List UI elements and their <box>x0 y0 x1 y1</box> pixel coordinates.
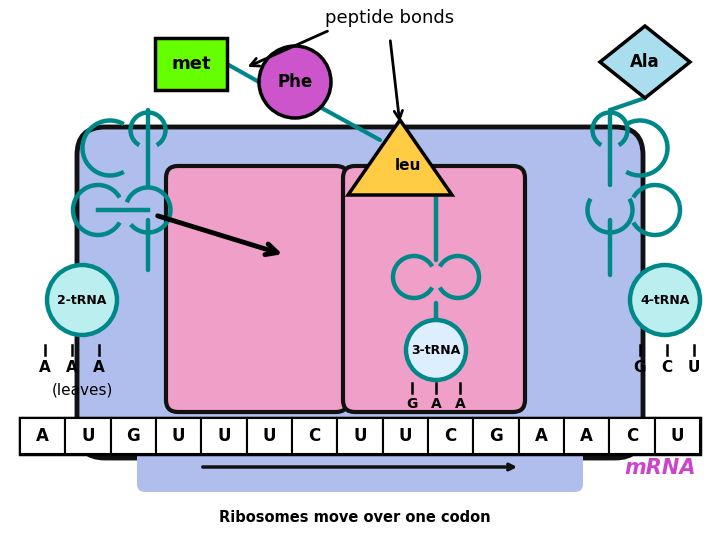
Bar <box>155 38 227 90</box>
Text: A: A <box>454 397 465 411</box>
Text: peptide bonds: peptide bonds <box>325 9 454 27</box>
Text: Ala: Ala <box>630 53 660 71</box>
Text: C: C <box>662 360 672 375</box>
Text: A: A <box>36 427 49 445</box>
Bar <box>156 418 202 454</box>
Text: Ribosomes move over one codon: Ribosomes move over one codon <box>219 510 491 525</box>
Text: A: A <box>39 360 51 375</box>
Circle shape <box>259 46 331 118</box>
Text: C: C <box>626 427 638 445</box>
Text: U: U <box>263 427 276 445</box>
Polygon shape <box>600 26 690 98</box>
Text: G: G <box>406 397 418 411</box>
Text: U: U <box>670 427 684 445</box>
Bar <box>564 418 609 454</box>
Bar <box>428 418 473 454</box>
Bar <box>609 418 654 454</box>
Text: 4-tRNA: 4-tRNA <box>640 294 690 307</box>
Text: G: G <box>489 427 503 445</box>
Bar <box>20 418 700 454</box>
Text: U: U <box>172 427 186 445</box>
Bar <box>247 418 292 454</box>
Circle shape <box>630 265 700 335</box>
Text: G: G <box>634 360 647 375</box>
Bar <box>202 418 247 454</box>
Text: 3-tRNA: 3-tRNA <box>411 343 461 356</box>
Text: A: A <box>93 360 105 375</box>
Text: Phe: Phe <box>277 73 312 91</box>
FancyBboxPatch shape <box>343 166 525 412</box>
Text: A: A <box>580 427 593 445</box>
Text: U: U <box>354 427 366 445</box>
FancyBboxPatch shape <box>77 127 643 458</box>
Text: A: A <box>66 360 78 375</box>
FancyBboxPatch shape <box>166 166 348 412</box>
Circle shape <box>406 320 466 380</box>
Bar <box>338 418 382 454</box>
Text: C: C <box>309 427 321 445</box>
Circle shape <box>47 265 117 335</box>
Bar <box>382 418 428 454</box>
Bar <box>654 418 700 454</box>
Text: (leaves): (leaves) <box>51 382 113 397</box>
Text: A: A <box>535 427 548 445</box>
Bar <box>66 418 111 454</box>
Text: 2-tRNA: 2-tRNA <box>58 294 107 307</box>
Bar <box>518 418 564 454</box>
Text: C: C <box>444 427 456 445</box>
Text: U: U <box>399 427 412 445</box>
Text: U: U <box>688 360 700 375</box>
Text: A: A <box>431 397 441 411</box>
Polygon shape <box>348 120 452 195</box>
Text: met: met <box>171 55 211 73</box>
FancyBboxPatch shape <box>137 444 583 492</box>
Bar <box>473 418 518 454</box>
Text: mRNA: mRNA <box>624 458 696 478</box>
Text: G: G <box>127 427 140 445</box>
Bar <box>292 418 338 454</box>
Text: leu: leu <box>395 158 421 172</box>
Bar <box>111 418 156 454</box>
Text: U: U <box>217 427 230 445</box>
Text: U: U <box>81 427 95 445</box>
Bar <box>20 418 66 454</box>
